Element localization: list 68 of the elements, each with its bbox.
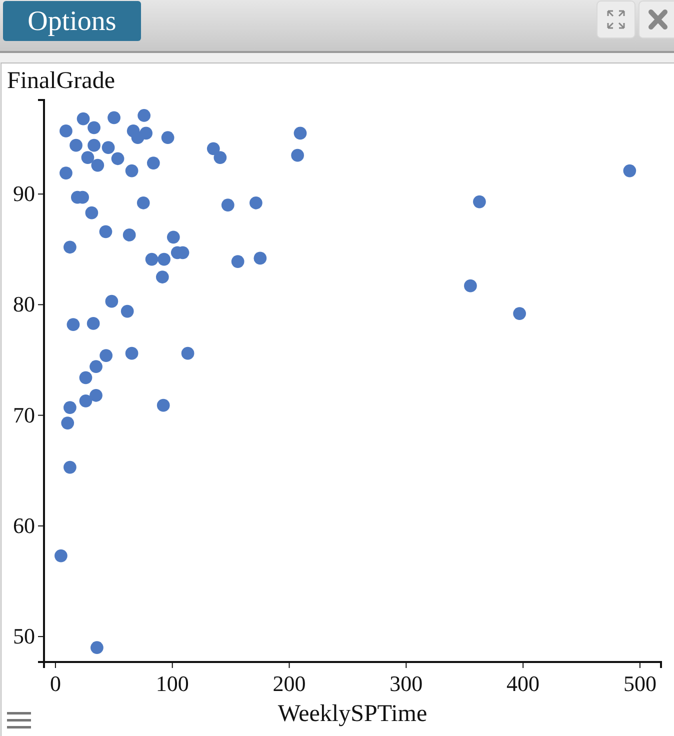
- y-tick-label: 50: [13, 624, 35, 649]
- point: [250, 196, 262, 210]
- point: [513, 307, 526, 320]
- point: [206, 142, 220, 156]
- point: [122, 228, 136, 242]
- point: [105, 294, 118, 308]
- x-tick-label: 100: [156, 670, 189, 696]
- point: [76, 112, 90, 126]
- point: [294, 126, 307, 140]
- point: [60, 124, 72, 138]
- point: [61, 416, 74, 430]
- point: [79, 371, 92, 384]
- point: [70, 138, 82, 152]
- point: [90, 388, 102, 402]
- point: [85, 206, 98, 220]
- point: [291, 148, 304, 162]
- point: [231, 255, 244, 268]
- x-tick-label: 0: [50, 670, 61, 696]
- point: [156, 270, 169, 284]
- point: [90, 360, 102, 374]
- point: [254, 252, 267, 265]
- text: Options: [28, 6, 116, 37]
- point: [158, 252, 170, 266]
- x-axis-title: WeeklySPTime: [278, 701, 428, 727]
- point: [473, 195, 486, 208]
- point: [120, 304, 134, 318]
- x-tick-label: 400: [506, 670, 540, 696]
- point: [64, 401, 76, 414]
- y-tick-label: 70: [13, 402, 35, 428]
- point: [138, 109, 150, 122]
- point: [99, 225, 112, 238]
- point: [464, 279, 477, 292]
- point: [166, 230, 180, 244]
- y-tick-label: 80: [13, 292, 35, 317]
- y-axis-title: FinalGrade: [7, 68, 115, 94]
- point: [146, 156, 160, 170]
- y-tick-label: 60: [13, 512, 35, 538]
- point: [60, 166, 72, 180]
- point: [136, 196, 150, 210]
- point: [214, 151, 227, 164]
- point: [111, 152, 124, 166]
- point: [156, 398, 170, 412]
- point: [100, 349, 113, 362]
- point: [108, 111, 120, 124]
- point: [88, 138, 100, 152]
- x-tick-label: 200: [272, 670, 306, 696]
- point: [623, 164, 636, 178]
- y-tick-label: 90: [13, 181, 35, 206]
- point: [64, 460, 76, 474]
- point: [125, 346, 138, 360]
- point: [79, 394, 92, 408]
- point: [66, 318, 80, 331]
- point: [90, 641, 104, 654]
- point: [131, 131, 144, 144]
- point: [145, 252, 158, 266]
- x-tick-label: 500: [623, 670, 656, 696]
- point: [125, 164, 138, 178]
- point: [64, 240, 76, 254]
- point: [54, 549, 68, 562]
- point: [181, 346, 194, 360]
- point: [102, 141, 115, 154]
- point: [161, 131, 174, 144]
- x-tick-label: 300: [390, 670, 423, 696]
- point: [91, 158, 104, 172]
- point: [86, 317, 100, 330]
- point: [221, 198, 234, 212]
- point: [88, 121, 100, 134]
- point: [81, 151, 94, 164]
